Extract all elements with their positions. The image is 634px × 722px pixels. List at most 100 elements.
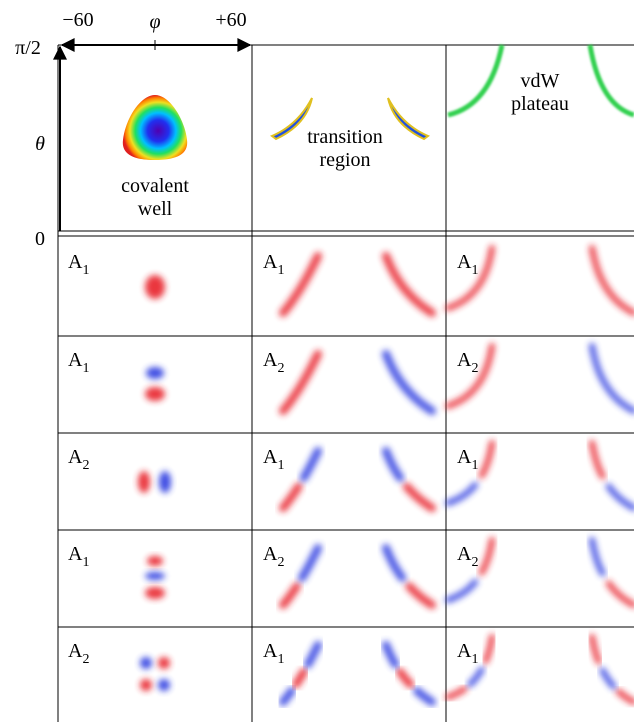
density-lobe [298,544,322,582]
phi-min: −60 [62,9,93,31]
symmetry-label: A2 [457,349,478,376]
density-lobe [147,556,163,566]
density-lobe [279,582,301,609]
region-label: vdW [521,70,560,92]
density-lobe [158,657,170,669]
symmetry-index: 1 [277,263,284,278]
density-lobe [382,350,436,415]
density-lobe [159,471,171,493]
density-lobe [605,580,634,608]
symmetry-label: A1 [263,446,284,473]
symmetry-label: A2 [68,446,89,473]
region-label: plateau [511,93,569,115]
symmetry-label: A2 [68,640,89,667]
density-lobe [279,252,322,317]
density-lobe [382,447,405,482]
phi-max: +60 [215,9,246,31]
density-lobe [158,679,170,691]
symmetry-index: 2 [277,361,284,376]
symmetry-letter: A [263,543,278,565]
symmetry-letter: A [457,543,472,565]
density-lobe [402,482,436,512]
symmetry-index: 1 [82,361,89,376]
density-lobe [445,245,495,311]
symmetry-letter: A [263,251,278,273]
density-lobe [589,537,606,577]
density-lobe [145,275,165,299]
density-lobe [299,447,322,482]
density-lobe [599,667,617,690]
symmetry-letter: A [68,640,83,662]
density-lobe [589,634,602,665]
transition-map [270,97,313,141]
axes: −60 φ +60 π/2 θ 0 [15,9,252,250]
density-lobe [396,667,415,689]
symmetry-label: A2 [263,543,284,570]
density-lobe [138,471,150,493]
density-lobe [615,688,634,705]
density-lobe [445,578,479,603]
density-lobe [279,482,303,512]
density-lobe [145,387,165,401]
symmetry-index: 1 [471,652,478,667]
symmetry-index: 1 [82,555,89,570]
density-lobe [405,582,436,609]
symmetry-label: A1 [68,251,89,278]
density-lobe [478,537,495,576]
density-lobe [589,440,606,480]
density-lobe [482,634,495,665]
phi-label: φ [149,11,160,33]
symmetry-label: A1 [457,640,478,667]
theta-min: 0 [35,228,45,250]
density-lobe [589,343,634,414]
density-lobe [605,483,634,511]
density-lobe [589,245,634,316]
theta-label: θ [35,133,45,155]
header-images [122,44,634,160]
density-lobe [140,657,152,669]
symmetry-letter: A [263,446,278,468]
symmetry-index: 2 [471,555,478,570]
symmetry-letter: A [68,446,83,468]
vdw-map [447,44,505,118]
region-label: covalent [121,175,189,197]
symmetry-index: 1 [277,458,284,473]
symmetry-letter: A [68,349,83,371]
density-lobe [292,667,308,689]
density-lobe [445,481,479,506]
symmetry-label: A1 [263,251,284,278]
symmetry-letter: A [457,251,472,273]
symmetry-index: 1 [471,263,478,278]
panel-grid [57,44,634,722]
symmetry-letter: A [457,349,472,371]
symmetry-letter: A [457,640,472,662]
symmetry-index: 2 [277,555,284,570]
density-lobe [382,252,436,317]
symmetry-letter: A [68,543,83,565]
symmetry-letter: A [68,251,83,273]
symmetry-letter: A [263,640,278,662]
symmetry-label: A1 [457,251,478,278]
symmetry-index: 2 [82,458,89,473]
density-lobe [146,367,164,379]
symmetry-index: 2 [82,652,89,667]
symmetry-label: A2 [263,349,284,376]
theta-max: π/2 [15,37,41,59]
symmetry-index: 1 [471,458,478,473]
density-lobe [478,440,495,479]
region-label: transition [307,126,383,148]
density-lobe [279,350,322,415]
density-lobe [279,686,296,706]
symmetry-index: 1 [277,652,284,667]
density-lobe [145,587,165,599]
symmetry-letter: A [457,446,472,468]
density-lobe [145,572,165,580]
symmetry-index: 2 [471,361,478,376]
symmetry-label: A2 [457,543,478,570]
density-lobe [140,679,152,691]
symmetry-index: 1 [82,263,89,278]
transition-map [387,97,430,141]
